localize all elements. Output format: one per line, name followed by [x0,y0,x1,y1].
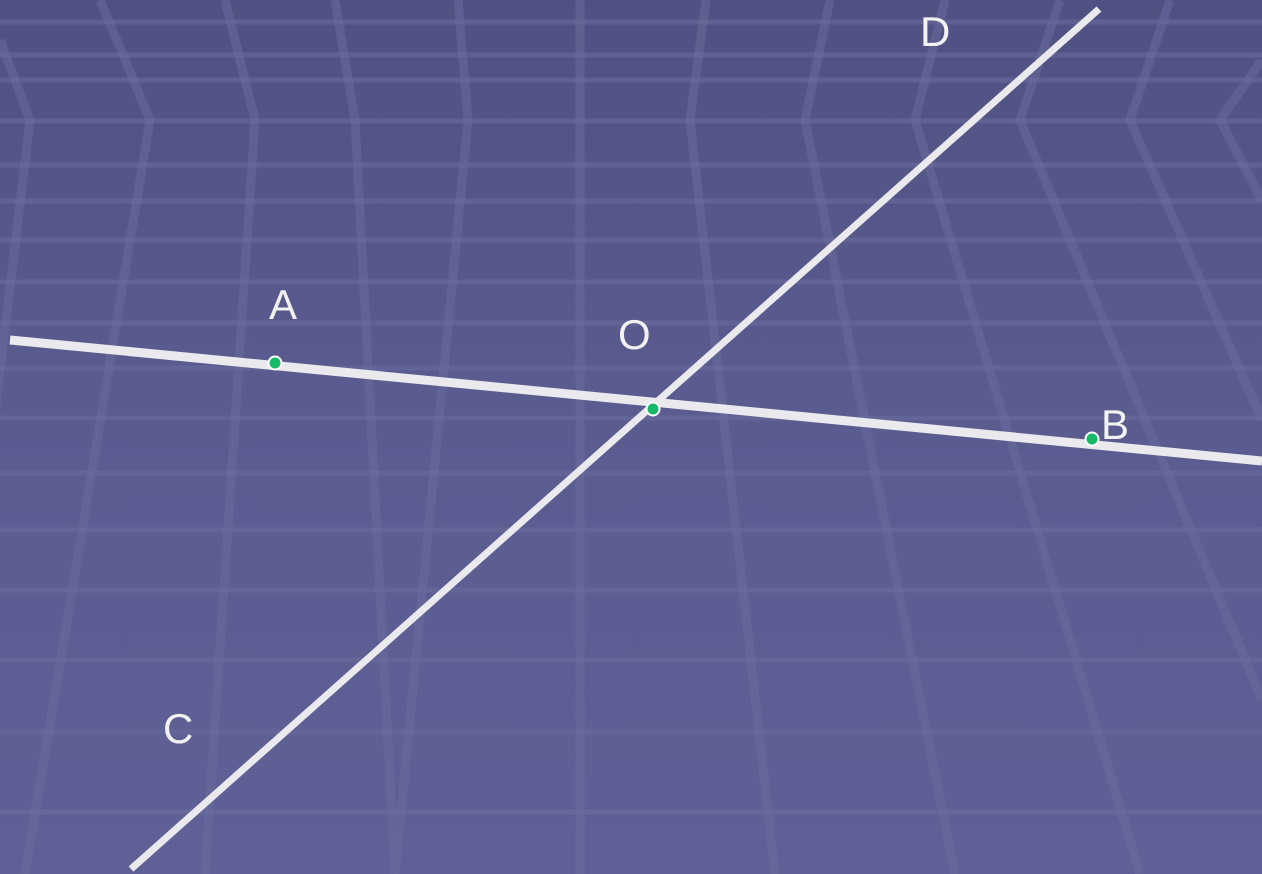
point-a [267,355,283,371]
line-ab [9,335,1262,466]
label-a: A [269,281,297,328]
point-o [645,401,661,417]
label-c: C [163,705,193,752]
label-d: D [920,8,950,55]
line-cd [128,6,1102,872]
point-b [1084,431,1100,447]
label-b: B [1101,401,1129,448]
label-o: O [618,311,651,358]
